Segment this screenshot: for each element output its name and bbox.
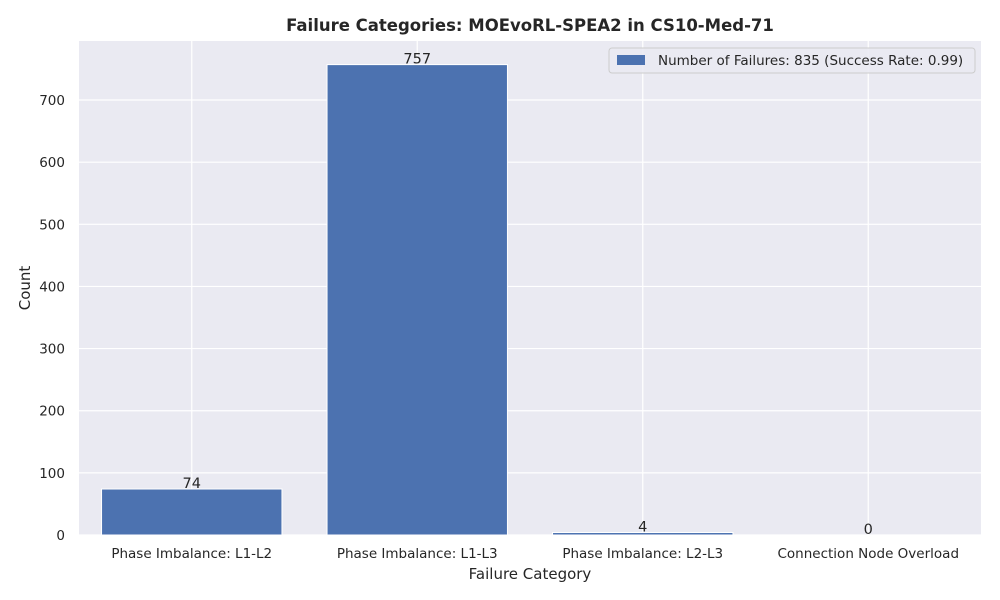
y-tick-label: 300	[39, 342, 65, 358]
data-label: 0	[864, 522, 873, 538]
y-tick-label: 0	[56, 528, 65, 544]
bars	[101, 64, 734, 536]
x-axis-label: Failure Category	[469, 565, 592, 583]
grid-lines	[79, 41, 981, 536]
y-tick-label: 400	[39, 279, 65, 295]
y-tick-label: 700	[39, 93, 65, 109]
data-labels: 74 757 4 0	[183, 52, 873, 538]
y-tick-label: 100	[39, 466, 65, 482]
chart-title: Failure Categories: MOEvoRL-SPEA2 in CS1…	[286, 16, 774, 35]
bar	[552, 532, 734, 536]
legend-swatch	[617, 55, 645, 65]
x-tick-label: Phase Imbalance: L1-L2	[111, 546, 272, 562]
data-label: 757	[403, 52, 431, 68]
x-axis-ticks: Phase Imbalance: L1-L2 Phase Imbalance: L…	[111, 546, 959, 562]
bar	[101, 488, 283, 536]
y-tick-label: 600	[39, 155, 65, 171]
legend-label: Number of Failures: 835 (Success Rate: 0…	[658, 53, 963, 69]
y-tick-label: 200	[39, 404, 65, 420]
x-tick-label: Connection Node Overload	[777, 546, 959, 562]
legend: Number of Failures: 835 (Success Rate: 0…	[608, 47, 976, 74]
data-label: 74	[183, 476, 201, 492]
y-axis-label: Count	[16, 266, 34, 311]
x-tick-label: Phase Imbalance: L2-L3	[562, 546, 723, 562]
bar	[326, 64, 508, 536]
y-tick-label: 500	[39, 217, 65, 233]
data-label: 4	[638, 520, 647, 536]
y-axis-ticks: 0 100 200 300 400 500 600 700	[39, 93, 65, 544]
x-tick-label: Phase Imbalance: L1-L3	[337, 546, 498, 562]
legend-box	[608, 47, 976, 74]
plot-area	[79, 41, 981, 535]
